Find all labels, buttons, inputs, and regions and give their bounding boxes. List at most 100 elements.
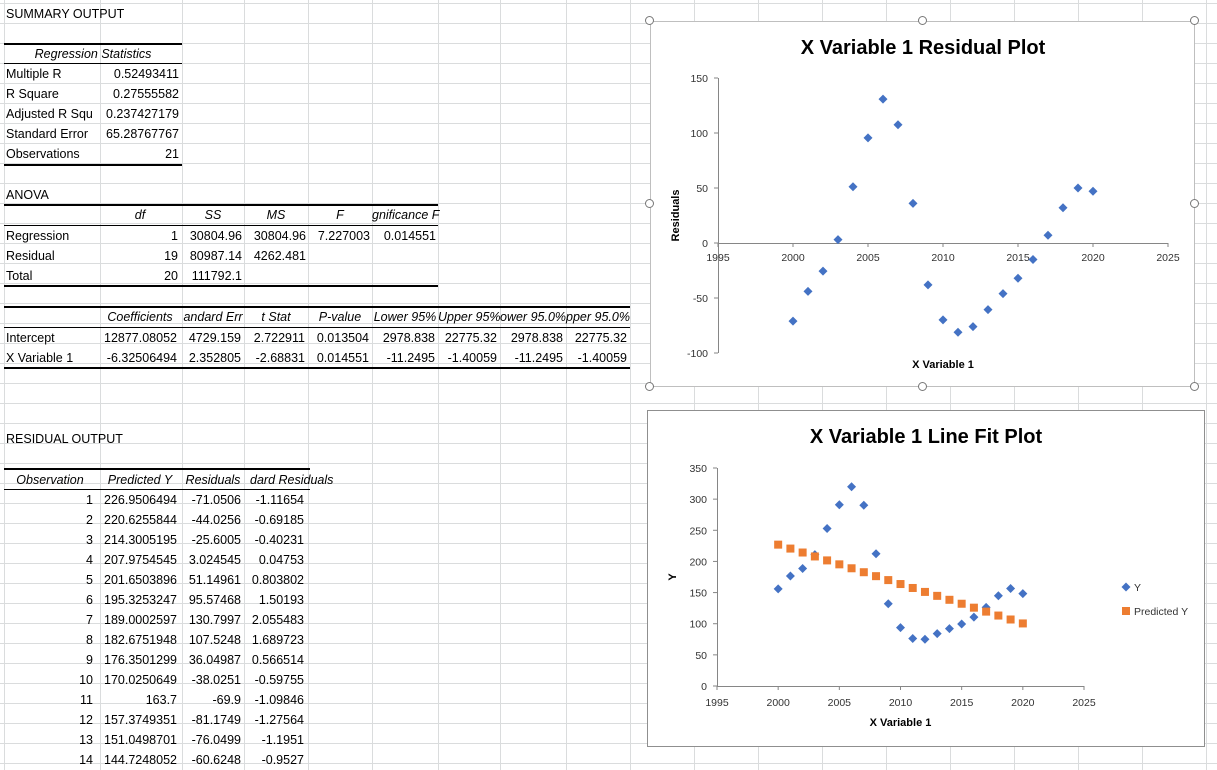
- residual-cell[interactable]: 1.689723: [251, 633, 304, 647]
- reg-stats-header[interactable]: Regression Statistics: [34, 47, 152, 61]
- residual-cell[interactable]: -1.11654: [255, 493, 304, 507]
- residual-observation[interactable]: 12: [79, 713, 93, 727]
- residual-observation[interactable]: 3: [86, 533, 93, 547]
- reg-stat-value[interactable]: 21: [165, 147, 179, 161]
- coef-header-cell[interactable]: Coefficients: [107, 310, 173, 324]
- anova-cell[interactable]: 80987.14: [189, 249, 242, 263]
- reg-stat-label[interactable]: Standard Error: [6, 127, 88, 141]
- residual-observation[interactable]: 13: [79, 733, 93, 747]
- line-fit-plot-chart[interactable]: X Variable 1 Line Fit Plot 1995 2000 2005 20…: [647, 410, 1205, 747]
- coef-row-label[interactable]: Intercept: [6, 331, 55, 345]
- residual-output-title[interactable]: RESIDUAL OUTPUT: [6, 432, 123, 446]
- resize-handle-tr[interactable]: [1190, 16, 1199, 25]
- anova-cell[interactable]: [372, 266, 436, 286]
- anova-title[interactable]: ANOVA: [6, 188, 49, 202]
- residual-cell[interactable]: -0.40231: [254, 533, 304, 547]
- anova-header-cell[interactable]: df: [134, 208, 146, 222]
- anova-row-label[interactable]: Total: [6, 269, 33, 283]
- residual-cell[interactable]: 95.57468: [188, 593, 241, 607]
- residual-cell[interactable]: -25.6005: [191, 533, 241, 547]
- coef-cell[interactable]: 4729.159: [188, 331, 241, 345]
- reg-stat-value[interactable]: 0.52493411: [113, 67, 179, 81]
- anova-cell[interactable]: 0.014551: [383, 229, 436, 243]
- residual-observation[interactable]: 8: [86, 633, 93, 647]
- resize-handle-tl[interactable]: [645, 16, 654, 25]
- anova-cell[interactable]: [372, 246, 436, 266]
- anova-cell[interactable]: 1: [171, 229, 178, 243]
- anova-header-cell[interactable]: SS: [204, 208, 222, 222]
- anova-cell[interactable]: 7.227003: [317, 229, 370, 243]
- residual-observation[interactable]: 1: [86, 493, 93, 507]
- coef-cell[interactable]: -11.2495: [514, 351, 563, 365]
- residual-cell[interactable]: 189.0002597: [104, 613, 177, 627]
- residual-cell[interactable]: 51.14961: [188, 573, 241, 587]
- anova-cell[interactable]: 20: [164, 269, 178, 283]
- chart-title[interactable]: X Variable 1 Line Fit Plot: [810, 426, 1043, 448]
- resize-handle-ml[interactable]: [645, 199, 654, 208]
- residual-cell[interactable]: -69.9: [212, 693, 242, 707]
- residual-header-cell[interactable]: dard Residuals: [250, 473, 334, 487]
- coef-header-cell[interactable]: ower 95.0%: [500, 310, 567, 324]
- residual-observation[interactable]: 10: [79, 673, 93, 687]
- residual-cell[interactable]: 220.6255844: [104, 513, 177, 527]
- residual-cell[interactable]: 0.04753: [258, 553, 304, 567]
- residual-observation[interactable]: 5: [86, 573, 93, 587]
- anova-cell[interactable]: [244, 266, 306, 286]
- residual-cell[interactable]: -71.0506: [191, 493, 241, 507]
- residual-cell[interactable]: 207.9754545: [104, 553, 177, 567]
- residual-observation[interactable]: 6: [86, 593, 93, 607]
- reg-stat-label[interactable]: Adjusted R Squ: [6, 107, 93, 121]
- resize-handle-br[interactable]: [1190, 382, 1199, 391]
- residual-cell[interactable]: -1.27564: [254, 713, 304, 727]
- reg-stat-value[interactable]: 0.237427179: [106, 107, 179, 121]
- reg-stat-value[interactable]: 65.28767767: [106, 127, 179, 141]
- coef-header-cell[interactable]: pper 95.0%: [566, 310, 630, 324]
- reg-stat-label[interactable]: R Square: [6, 87, 59, 101]
- coef-cell[interactable]: -6.32506494: [106, 351, 177, 365]
- coef-header-cell[interactable]: Lower 95%: [373, 310, 437, 324]
- residual-cell[interactable]: 195.3253247: [104, 593, 177, 607]
- coef-cell[interactable]: 12877.08052: [104, 331, 177, 345]
- residual-cell[interactable]: 107.5248: [188, 633, 241, 647]
- resize-handle-mr[interactable]: [1190, 199, 1199, 208]
- residual-observation[interactable]: 4: [86, 553, 93, 567]
- coef-row-label[interactable]: X Variable 1: [6, 351, 74, 365]
- summary-title[interactable]: SUMMARY OUTPUT: [6, 7, 125, 21]
- anova-header-cell[interactable]: gnificance F: [372, 208, 440, 222]
- residual-cell[interactable]: 151.0498701: [104, 733, 177, 747]
- residual-plot-chart[interactable]: X Variable 1 Residual Plot 1995 2000 2005 20…: [650, 21, 1195, 387]
- residual-observation[interactable]: 11: [80, 693, 93, 707]
- residual-cell[interactable]: 0.803802: [251, 573, 304, 587]
- residual-header-cell[interactable]: Observation: [16, 473, 84, 487]
- coef-cell[interactable]: 0.013504: [316, 331, 369, 345]
- coef-cell[interactable]: 2978.838: [510, 331, 563, 345]
- resize-handle-bm[interactable]: [918, 382, 927, 391]
- residual-cell[interactable]: -60.6248: [191, 753, 241, 767]
- coef-header-cell[interactable]: t Stat: [261, 310, 291, 324]
- residual-observation[interactable]: 14: [79, 753, 93, 767]
- anova-cell[interactable]: [308, 266, 370, 286]
- residual-cell[interactable]: 1.50193: [258, 593, 304, 607]
- coef-header-cell[interactable]: andard Err: [183, 310, 243, 324]
- residual-cell[interactable]: 0.566514: [251, 653, 304, 667]
- coef-cell[interactable]: 22775.32: [574, 331, 627, 345]
- resize-handle-tm[interactable]: [918, 16, 927, 25]
- residual-cell[interactable]: 163.7: [145, 693, 177, 707]
- residual-header-cell[interactable]: Residuals: [185, 473, 241, 487]
- residual-cell[interactable]: -38.0251: [191, 673, 241, 687]
- coef-cell[interactable]: 2.352805: [188, 351, 241, 365]
- residual-cell[interactable]: 36.04987: [188, 653, 241, 667]
- reg-stat-value[interactable]: 0.27555582: [112, 87, 179, 101]
- coef-cell[interactable]: -1.40059: [447, 351, 497, 365]
- residual-cell[interactable]: 170.0250649: [104, 673, 177, 687]
- residual-cell[interactable]: -0.9527: [261, 753, 304, 767]
- residual-observation[interactable]: 9: [86, 653, 93, 667]
- residual-cell[interactable]: 130.7997: [188, 613, 241, 627]
- residual-cell[interactable]: -1.09846: [254, 693, 304, 707]
- residual-cell[interactable]: -44.0256: [191, 513, 241, 527]
- coef-cell[interactable]: -1.40059: [577, 351, 627, 365]
- anova-header-cell[interactable]: F: [336, 208, 344, 222]
- residual-cell[interactable]: 226.9506494: [104, 493, 177, 507]
- anova-row-label[interactable]: Regression: [6, 229, 70, 243]
- coef-cell[interactable]: 2.722911: [253, 331, 305, 345]
